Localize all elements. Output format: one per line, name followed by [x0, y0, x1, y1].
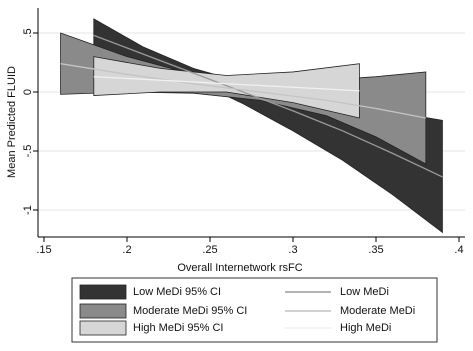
x-tick-label: .15 [36, 244, 51, 256]
x-tick-label: .3 [288, 244, 297, 256]
x-axis-title: Overall Internetwork rsFC [177, 262, 302, 274]
x-tick-label: .4 [454, 244, 463, 256]
legend-label: Moderate MeDi 95% CI [133, 305, 247, 317]
x-tick-label: .25 [202, 244, 217, 256]
x-tick-label: .35 [368, 244, 383, 256]
line [93, 34, 443, 178]
legend-label: High MeDi [340, 322, 391, 334]
y-tick-label: -.5 [22, 145, 34, 158]
y-tick-label: -1 [22, 205, 34, 215]
legend-label: Low MeDi [340, 286, 389, 298]
legend-label: Moderate MeDi [340, 305, 415, 317]
y-tick-label: .5 [22, 28, 34, 37]
legend-swatch [79, 303, 127, 319]
legend-box [71, 277, 438, 343]
line [60, 63, 426, 119]
y-axis-title: Mean Predicted FLUID [6, 66, 18, 178]
legend-label: High MeDi 95% CI [133, 322, 223, 334]
line [93, 76, 360, 92]
x-tick-label: .2 [122, 244, 131, 256]
legend-label: Low MeDi 95% CI [133, 286, 221, 298]
legend-swatch [79, 320, 127, 336]
y-tick-label: 0 [22, 89, 34, 95]
legend-swatch [79, 284, 127, 300]
